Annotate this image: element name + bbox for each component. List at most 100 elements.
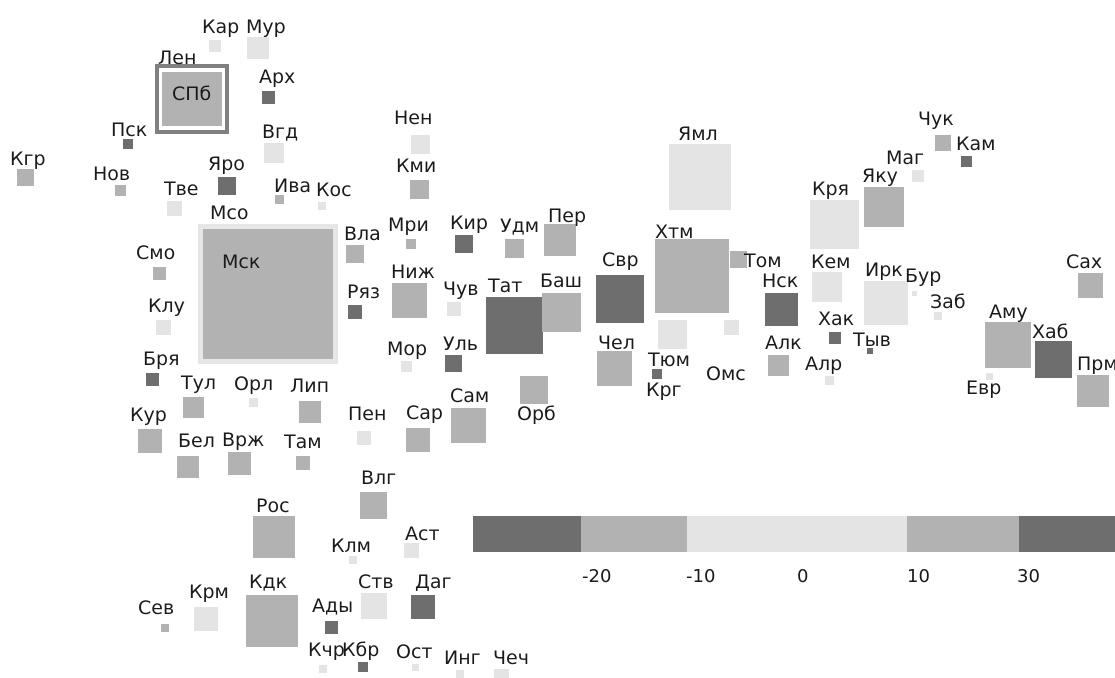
legend-tick-label: 30: [1017, 566, 1040, 587]
region-label-41f43543d: Пен: [348, 403, 386, 425]
region-label-41a433440: Кгр: [10, 148, 46, 170]
region-label-41a43c438: Кми: [396, 155, 436, 177]
region-labels: Кар Мур Лен СПб Арх Пск Вгд Кгр Нов Яро Тве Ива Кос М…: [10, 16, 1115, 669]
region-square-41144044f: [146, 373, 159, 386]
region-label-41043b43a: Алк: [765, 332, 802, 354]
region-square-41f44143a: [123, 139, 133, 149]
region-label-42244b432: Тыв: [852, 329, 891, 351]
region-square-41b43543d: [155, 64, 229, 134]
region-square-422432435: [167, 201, 182, 216]
region-label-41243b433: Влг: [361, 467, 396, 489]
legend-swatch: [687, 516, 799, 552]
region-label-41c440438: Мри: [388, 214, 429, 236]
region-label-41043b440: Алр: [805, 353, 842, 375]
region-label-42f43c43b: Ямл: [678, 123, 718, 145]
region-label-41a430440: Кар: [202, 16, 239, 38]
region-label-41a438440: Кир: [450, 212, 488, 234]
region-label-41d43543d: Нен: [394, 107, 432, 129]
region-label-42043e441: Рос: [256, 495, 290, 517]
region-square-41043b440: [825, 376, 834, 385]
region-square-42543043a: [829, 332, 841, 344]
region-label-41a43443a: Кдк: [249, 571, 287, 593]
region-label-422430442: Тат: [487, 275, 522, 297]
legend-swatch: [581, 516, 687, 552]
region-label-41a44044f: Кря: [812, 178, 849, 200]
region-label-42743543b: Чел: [598, 332, 635, 354]
region-label-42244343b: Тул: [180, 372, 216, 394]
region-label-41843d433: Инг: [444, 647, 481, 669]
region-label-41c44143a: Мск: [222, 251, 260, 273]
region-square-42043e441: [253, 516, 295, 558]
region-label-41144044f: Бря: [143, 348, 180, 370]
region-label-42343b44c: Уль: [443, 333, 478, 355]
region-label-414430433: Даг: [415, 571, 451, 593]
region-square-410441442: [404, 543, 419, 558]
region-label-41e440431: Орб: [517, 403, 556, 425]
region-square-41a43543c: [812, 272, 842, 302]
region-square-42343443c: [505, 239, 524, 258]
legend-tick-label: -20: [582, 566, 611, 587]
region-square-422430442: [486, 297, 543, 354]
region-label-42044f437: Ряз: [347, 281, 380, 303]
region-label-41a44043c: Крм: [189, 581, 229, 603]
region-square-41043b43a: [768, 355, 789, 376]
legend-swatch: [907, 516, 1019, 552]
region-label-422432435: Тве: [163, 178, 199, 200]
region-square-41d44143a: [765, 293, 798, 326]
region-square-41a438440: [455, 235, 473, 253]
region-label-427443432: Чув: [443, 278, 478, 300]
region-square-41e43c441: [724, 320, 739, 335]
region-label-425430431: Хаб: [1032, 321, 1068, 343]
region-square-411430448: [542, 293, 581, 332]
region-square-421435432: [161, 624, 169, 632]
region-label-42544243c: Хтм: [655, 221, 693, 243]
region-label-411443440: Бур: [905, 265, 941, 287]
region-square-42f43a443: [864, 187, 904, 227]
region-square-41b43843f: [299, 401, 321, 423]
region-label-417430431: Заб: [930, 291, 966, 313]
region-square-42244b432: [867, 348, 873, 354]
region-square-42143043c: [451, 408, 486, 443]
region-square-41d43e432: [115, 185, 126, 196]
region-label-421435432: Сев: [138, 597, 174, 619]
region-label-41b43843f: Лип: [290, 375, 329, 397]
region-label-41f44143a: Пск: [111, 119, 147, 141]
region-label-421430445: Сах: [1066, 251, 1102, 273]
region-label-41c443440: Мур: [246, 16, 286, 38]
region-square-41a43443a: [246, 595, 298, 647]
region-square-41143543b: [177, 456, 199, 478]
region-label-42243e43c: Том: [743, 250, 782, 272]
region-square-421432440: [596, 275, 644, 323]
region-label-42143c43e: Смо: [136, 242, 175, 264]
region-label-41a43543c: Кем: [811, 251, 851, 273]
region-label-41e44043b: Орл: [234, 373, 273, 395]
region-label-421430440: Сар: [406, 402, 443, 424]
region-square-41a43b43c: [349, 556, 357, 564]
region-square-42044f437: [348, 305, 362, 319]
region-square-42544243c: [655, 239, 729, 313]
region-square-42243e43c: [730, 251, 747, 268]
region-square-41c440438: [406, 239, 416, 249]
region-square-418432430: [275, 195, 284, 204]
region-square-411443440: [912, 291, 917, 296]
region-square-41d438436: [392, 283, 427, 318]
region-square-41e440431: [520, 376, 548, 404]
region-square-41a447440: [319, 665, 327, 673]
region-square-421430445: [1078, 273, 1103, 298]
region-label-41a43b43c: Клм: [331, 535, 371, 557]
region-label-41043c443: Аму: [989, 301, 1028, 323]
region-label-42143043c: Сам: [450, 385, 489, 407]
region-label-41a43b443: Клу: [148, 295, 185, 317]
region-label-41e43c441: Омс: [706, 363, 746, 385]
region-label-41844043a: Ирк: [865, 259, 903, 281]
region-label-412440436: Врж: [222, 429, 264, 451]
region-square-42243043c: [296, 456, 310, 470]
region-label-415432440: Евр: [966, 377, 1001, 399]
region-label-41a443440: Кур: [130, 404, 167, 426]
region-square-412440436: [228, 452, 251, 475]
region-square-42244343b: [183, 397, 204, 418]
region-squares: [17, 37, 1109, 678]
region-square-421442432: [361, 593, 387, 619]
